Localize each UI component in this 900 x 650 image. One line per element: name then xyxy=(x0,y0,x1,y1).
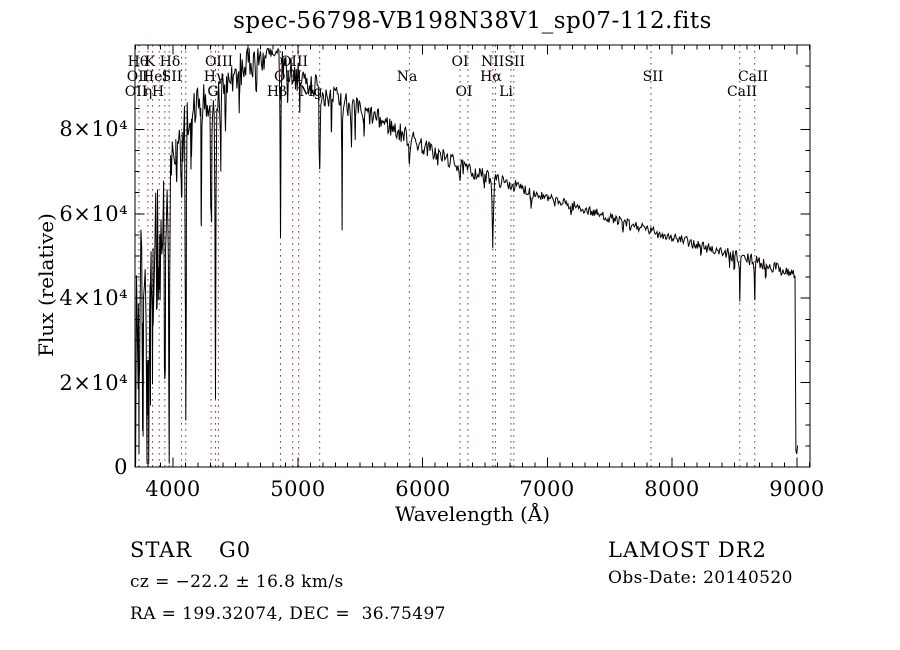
spectral-line-label: H xyxy=(151,84,165,100)
radial-velocity: cz = −22.2 ± 16.8 km/s xyxy=(130,572,344,592)
survey-release: LAMOST DR2 xyxy=(608,538,767,562)
x-axis-label: Wavelength (Å) xyxy=(394,502,551,526)
x-tick-label: 9000 xyxy=(769,477,825,501)
spectral-line-label: OII xyxy=(124,84,148,100)
spectral-line-label: CaII xyxy=(737,69,769,85)
x-tick-label: 7000 xyxy=(519,477,575,501)
spectral-line-label: SII xyxy=(642,69,664,85)
spectral-line-label: Na xyxy=(396,69,418,85)
x-tick-label: 5000 xyxy=(270,477,326,501)
x-tick-label: 8000 xyxy=(644,477,700,501)
obs-date: Obs-Date: 20140520 xyxy=(608,568,793,588)
spectral-line-label: K xyxy=(144,54,156,70)
spectral-line-label: NIISII xyxy=(481,54,525,70)
spectral-line-label: SII xyxy=(161,69,183,85)
object-class: STAR xyxy=(130,538,193,562)
spectral-line-label: OIII xyxy=(273,69,303,85)
spectral-line-label: HeI xyxy=(141,69,169,85)
plot-frame xyxy=(134,44,811,468)
y-tick-label: 6×10⁴ xyxy=(59,202,128,226)
spectral-line-label: Li xyxy=(499,84,513,100)
spectral-line-label: Hθ xyxy=(127,54,149,70)
y-tick-label: 8×10⁴ xyxy=(59,117,128,141)
x-tick-label: 4000 xyxy=(145,477,201,501)
spectral-line-label: Hγ xyxy=(203,69,225,85)
spectral-line-label: OII xyxy=(126,69,150,85)
x-tick-label: 6000 xyxy=(395,477,451,501)
spectral-line-label: Hα xyxy=(480,69,502,85)
spectral-line-label: Hδ xyxy=(159,54,181,70)
y-tick-label: 2×10⁴ xyxy=(59,371,128,395)
y-tick-label: 4×10⁴ xyxy=(59,286,128,310)
spectral-line-label: OI xyxy=(455,84,473,100)
spectrum-trace xyxy=(135,47,799,464)
spectral-line-label: OI xyxy=(451,54,469,70)
spectral-line-label: G xyxy=(207,84,219,100)
y-tick-label: 0 xyxy=(114,455,128,479)
spectral-line-label: Mg xyxy=(299,84,323,100)
spectral-line-label: Hβ xyxy=(266,84,288,100)
ra-dec: RA = 199.32074, DEC = 36.75497 xyxy=(130,604,446,624)
object-subclass: G0 xyxy=(219,538,252,562)
spectral-line-label: η xyxy=(143,84,153,100)
plot-title: spec-56798-VB198N38V1_sp07-112.fits xyxy=(233,8,712,34)
spectral-line-label: CaII xyxy=(726,84,758,100)
spectral-line-label: OIII xyxy=(279,54,309,70)
spectral-line-label: OIII xyxy=(204,54,234,70)
